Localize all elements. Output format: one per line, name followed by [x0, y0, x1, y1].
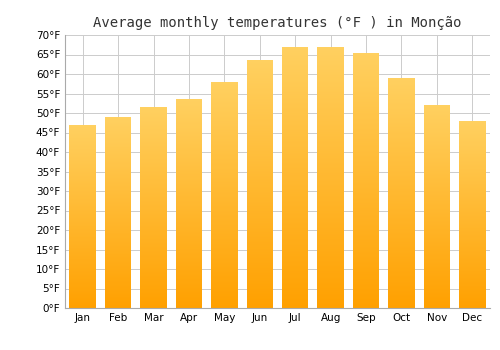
Title: Average monthly temperatures (°F ) in Monção: Average monthly temperatures (°F ) in Mo… [93, 16, 462, 30]
